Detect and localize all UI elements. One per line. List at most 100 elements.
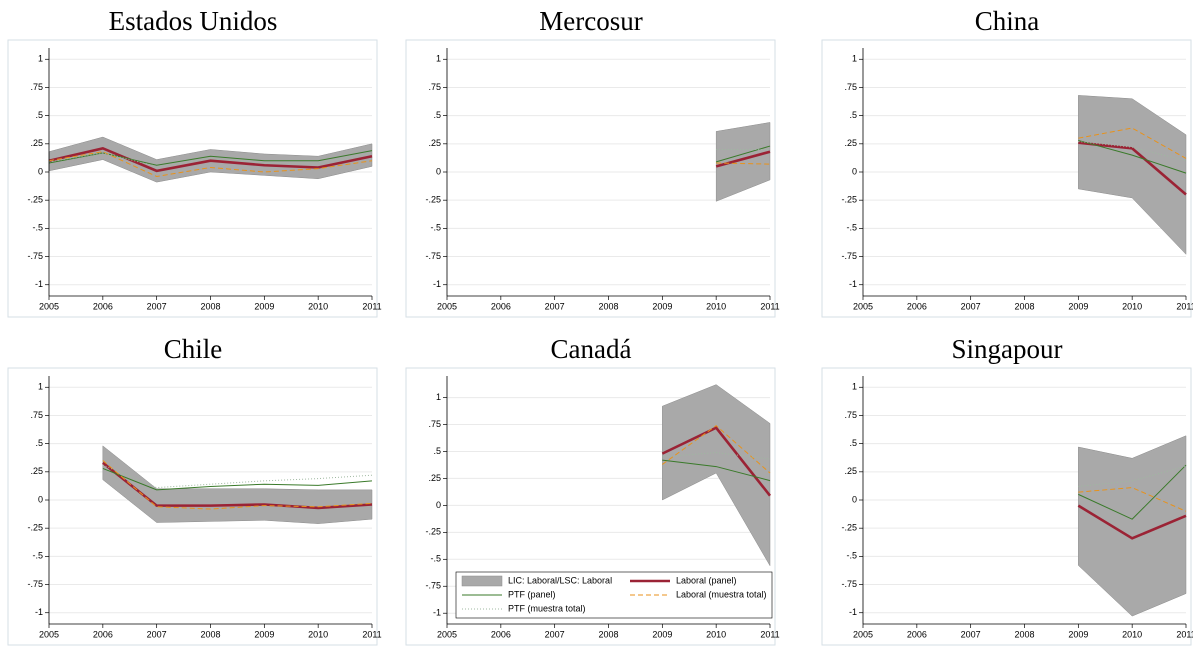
y-tick-label: 1: [852, 54, 857, 64]
y-tick-label: .25: [428, 138, 441, 148]
x-tick-label: 2010: [308, 629, 328, 639]
panel: -1 -.75 -.5 -.25 0 .25 .5 .75 1 2005 2006 2007 2008 2…: [405, 367, 780, 646]
series-line: [48, 151, 373, 178]
series-line: [48, 152, 373, 167]
panel-title: Estados Unidos: [109, 6, 278, 36]
panel-frame: [7, 367, 378, 646]
x-tick-label: 2008: [1014, 301, 1034, 311]
confidence-band: [1078, 435, 1187, 617]
x-tick-label: 2006: [491, 629, 511, 639]
y-tick-label: -.5: [430, 554, 441, 564]
x-tick-label: 2005: [39, 301, 59, 311]
y-tick-label: .75: [428, 82, 441, 92]
series-line: [715, 150, 771, 168]
y-tick-label: -1: [35, 279, 43, 289]
x-tick-label: 2009: [254, 629, 274, 639]
x-tick-label: 2005: [853, 301, 873, 311]
x-tick-label: 2006: [491, 301, 511, 311]
x-tick-label: 2010: [706, 629, 726, 639]
y-tick-label: 0: [436, 500, 441, 510]
y-tick-label: .25: [30, 138, 43, 148]
y-tick-label: -.25: [27, 523, 43, 533]
x-tick-label: 2009: [1068, 629, 1088, 639]
x-tick-label: 2006: [907, 301, 927, 311]
x-tick-label: 2011: [760, 301, 779, 311]
x-tick-label: 2008: [598, 301, 618, 311]
x-tick-label: 2009: [1068, 301, 1088, 311]
y-tick-label: -.75: [841, 579, 857, 589]
y-tick-label: -.5: [430, 223, 441, 233]
x-tick-label: 2007: [961, 301, 981, 311]
series-line: [662, 452, 771, 460]
y-tick-label: .5: [849, 438, 857, 448]
x-tick-label: 2006: [93, 629, 113, 639]
legend-label: LIC: Laboral/LSC: Laboral: [508, 575, 612, 585]
panel-frame: [821, 367, 1192, 646]
y-tick-label: -.5: [846, 223, 857, 233]
y-tick-label: 1: [38, 54, 43, 64]
y-tick-label: 1: [38, 382, 43, 392]
confidence-band: [1078, 95, 1187, 255]
x-tick-label: 2010: [1122, 301, 1142, 311]
y-tick-label: 0: [38, 494, 43, 504]
series-line: [716, 162, 771, 165]
confidence-band: [715, 122, 771, 202]
y-tick-label: -.5: [32, 551, 43, 561]
y-tick-label: -.75: [27, 251, 43, 261]
series-line: [716, 145, 771, 163]
confidence-band: [102, 445, 373, 524]
panel-title: Mercosur: [539, 6, 642, 36]
x-tick-label: 2011: [760, 629, 779, 639]
series-line: [1078, 464, 1187, 520]
x-tick-label: 2006: [93, 301, 113, 311]
legend-label: Laboral (muestra total): [676, 589, 767, 599]
x-tick-label: 2007: [147, 301, 167, 311]
y-tick-label: -.75: [841, 251, 857, 261]
x-tick-label: 2006: [907, 629, 927, 639]
series-line: [1078, 127, 1187, 159]
y-tick-label: -1: [433, 279, 441, 289]
y-tick-label: -1: [849, 607, 857, 617]
y-tick-label: -.25: [841, 195, 857, 205]
panel-title: China: [975, 6, 1040, 36]
y-tick-label: .5: [433, 110, 441, 120]
x-tick-label: 2008: [200, 629, 220, 639]
panel: -1 -.75 -.5 -.25 0 .25 .5 .75 1 2005 2006 2007 2008 2…: [821, 39, 1193, 318]
y-tick-label: .25: [844, 466, 857, 476]
series-line: [102, 464, 373, 489]
y-tick-label: 1: [436, 54, 441, 64]
panel: -1 -.75 -.5 -.25 0 .25 .5 .75 1 2005 2006 2007 2008 2…: [405, 39, 780, 318]
series-line: [1078, 465, 1187, 487]
y-tick-label: -.75: [425, 251, 441, 261]
x-tick-label: 2007: [961, 629, 981, 639]
y-tick-label: .5: [35, 110, 43, 120]
x-tick-label: 2009: [652, 629, 672, 639]
y-tick-label: 0: [852, 494, 857, 504]
x-tick-label: 2008: [200, 301, 220, 311]
x-tick-label: 2005: [437, 629, 457, 639]
y-tick-label: -1: [849, 279, 857, 289]
series-line: [1078, 487, 1187, 512]
x-tick-label: 2010: [706, 301, 726, 311]
x-tick-label: 2007: [545, 629, 565, 639]
y-tick-label: .75: [30, 82, 43, 92]
y-tick-label: -.25: [425, 527, 441, 537]
x-tick-label: 2011: [1176, 629, 1193, 639]
y-tick-label: 0: [38, 166, 43, 176]
x-tick-label: 2009: [254, 301, 274, 311]
y-tick-label: -.25: [425, 195, 441, 205]
y-tick-label: -.75: [27, 579, 43, 589]
legend-label: Laboral (panel): [676, 575, 737, 585]
legend-box: [455, 571, 773, 619]
y-tick-label: -.5: [32, 223, 43, 233]
series-line: [102, 467, 373, 491]
y-tick-label: -.75: [425, 581, 441, 591]
y-tick-label: .5: [433, 446, 441, 456]
y-tick-label: .75: [844, 82, 857, 92]
y-tick-label: -.25: [841, 523, 857, 533]
y-tick-label: .5: [35, 438, 43, 448]
x-tick-label: 2005: [853, 629, 873, 639]
panel-title: Singapour: [952, 334, 1063, 364]
x-tick-label: 2008: [1014, 629, 1034, 639]
